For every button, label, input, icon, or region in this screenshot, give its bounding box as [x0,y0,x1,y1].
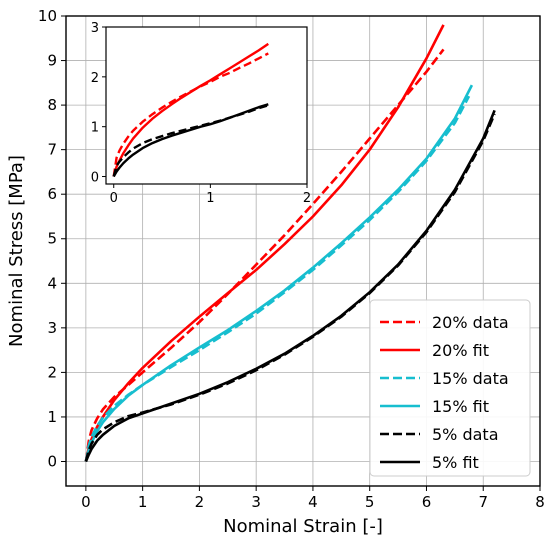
y-tick-label: 8 [47,96,57,114]
inset-series-line-1 [112,52,269,177]
x-tick-label: 5 [365,493,375,511]
y-tick-label: 3 [47,319,57,337]
x-tick-label: 6 [422,493,432,511]
series-line-20pct-data [84,48,445,462]
inset-series-line-4 [112,103,269,178]
y-tick-label: 6 [47,185,57,203]
x-axis-label: Nominal Strain [-] [223,516,383,537]
legend-items: 20% data 20% fit 15% data 15% fit 5% data 5% … [380,313,509,472]
series-line-15pct-fit [84,84,474,462]
x-tick-label: 4 [308,493,318,511]
legend-label-20pct-fit: 20% fit [432,341,489,360]
y-tick-label: 2 [47,363,57,381]
inset-x-tick-label: 0 [110,191,118,206]
inset-y-tick-label: 3 [91,21,99,36]
y-axis-label: Nominal Stress [MPa] [6,155,27,347]
x-tick-label: 1 [138,493,148,511]
x-tick-label: 7 [478,493,488,511]
y-tick-label: 4 [47,274,57,292]
legend-box [369,299,531,477]
inset-series-line-2 [112,42,269,177]
inset-background [106,27,307,184]
y-tick-label: 5 [47,230,57,248]
legend-label-20pct-data: 20% data [432,313,509,332]
legend-label-15pct-fit: 15% fit [432,397,489,416]
series-line-15pct-data [84,95,471,462]
y-tick-label: 0 [47,452,57,470]
y-tick-label: 7 [47,141,57,159]
inset-y-tick-label: 0 [91,171,99,186]
inset-plot-frame [105,26,308,185]
legend-label-5pct-fit: 5% fit [432,453,479,472]
x-tick-label: 2 [195,493,205,511]
x-tick-label: 0 [81,493,91,511]
x-tick-label: 8 [535,493,545,511]
inset-chart: 0 1 2 0 1 2 3 [91,21,311,206]
series-line-20pct-fit [84,24,445,462]
y-tick-label: 9 [47,52,57,70]
y-tick-label: 1 [47,408,57,426]
legend: 20% data 20% fit 15% data 15% fit 5% data 5% … [369,299,531,477]
inset-x-tick-label: 2 [303,191,311,206]
inset-y-tick-label: 2 [91,71,99,86]
main-plot-frame [65,15,541,487]
inset-axis-ticks: 0 1 2 0 1 2 3 [91,21,311,206]
series-line-5pct-fit [84,109,496,463]
inset-series-lines [112,42,269,178]
x-tick-label: 3 [251,493,261,511]
inset-x-tick-label: 1 [206,191,214,206]
main-series-lines [84,24,496,463]
legend-label-5pct-data: 5% data [432,425,499,444]
legend-label-15pct-data: 15% data [432,369,509,388]
inset-y-tick-label: 1 [91,121,99,136]
y-tick-label: 10 [38,7,57,25]
